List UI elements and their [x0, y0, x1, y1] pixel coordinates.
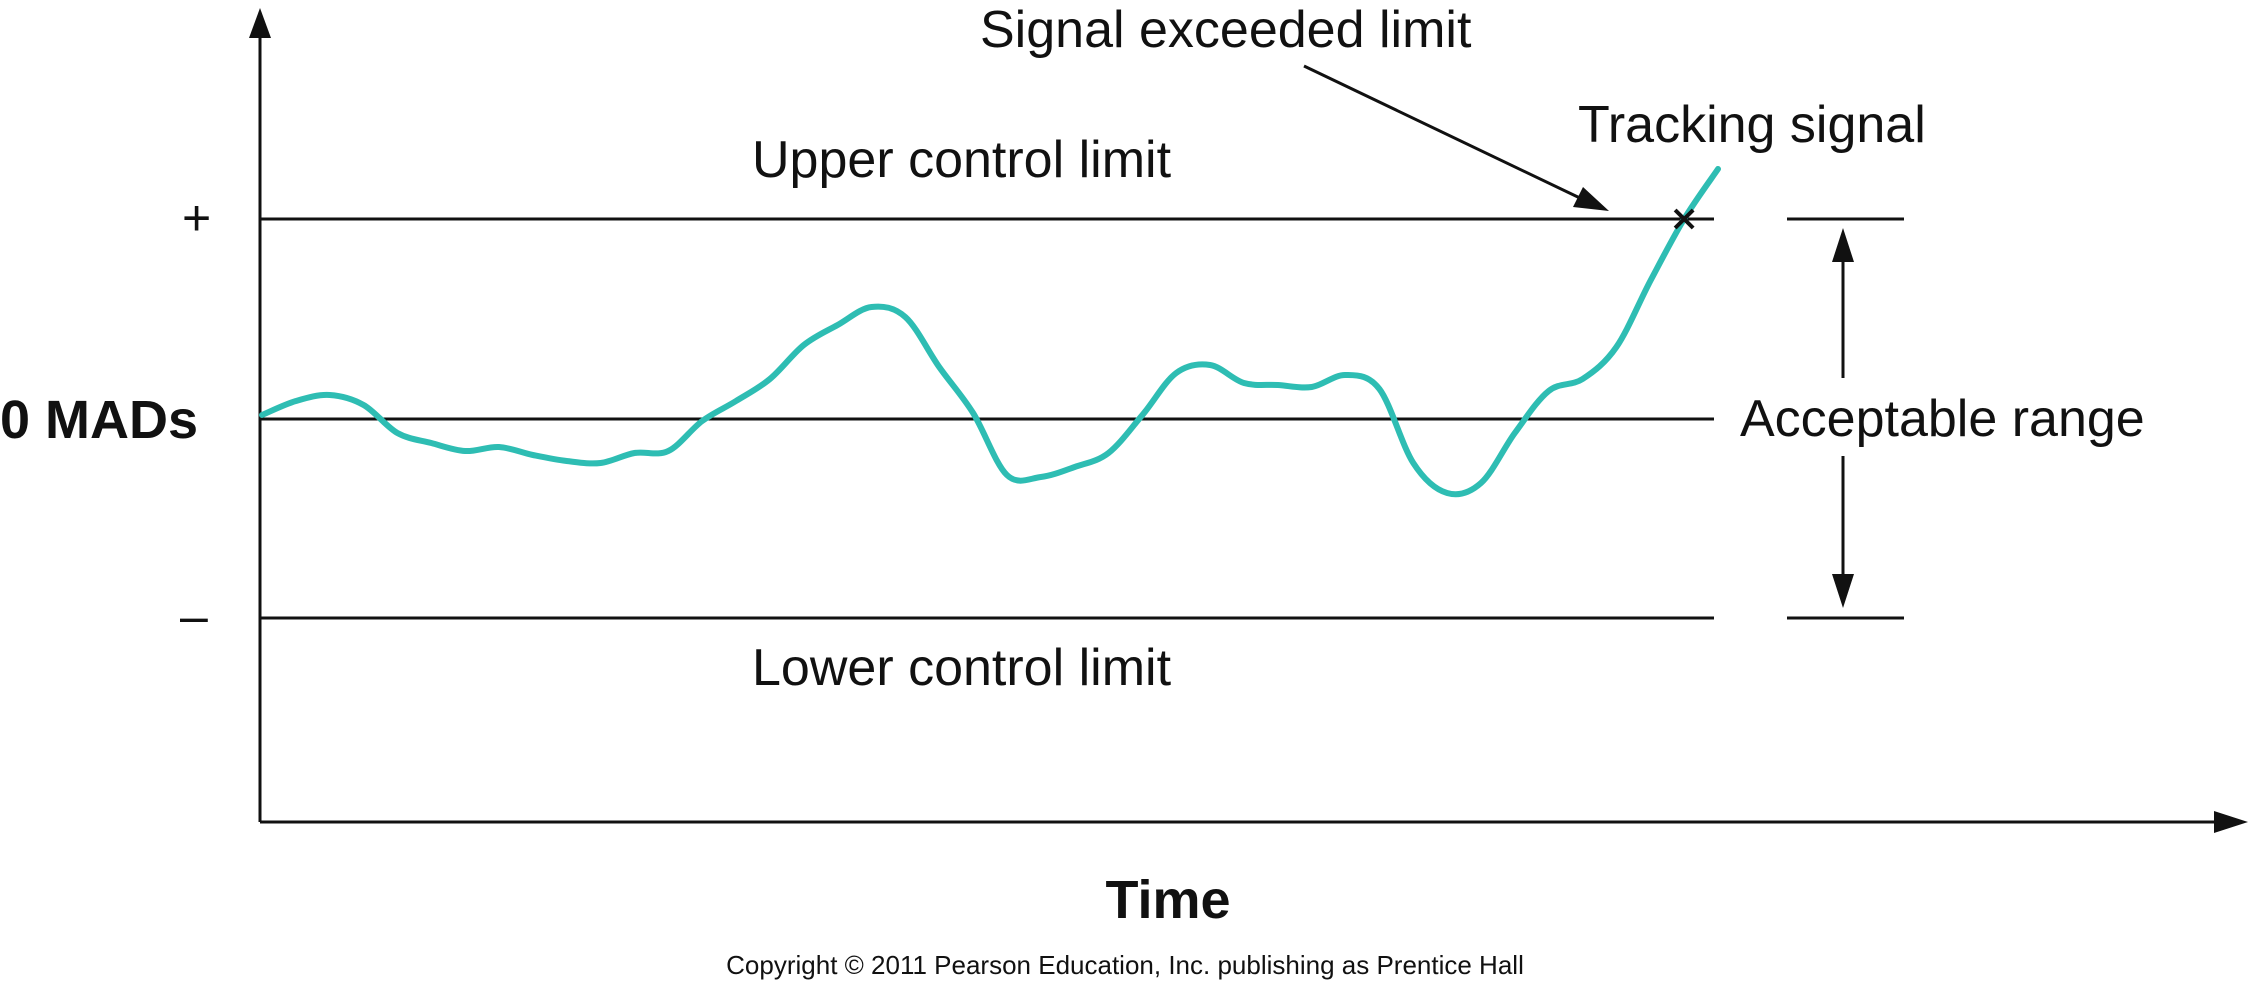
x-axis-label: Time	[1105, 870, 1230, 930]
minus-sign-label: –	[180, 588, 208, 644]
copyright-notice: Copyright © 2011 Pearson Education, Inc.…	[726, 950, 1524, 980]
plus-sign-label: +	[182, 190, 211, 246]
zero-mads-label: 0 MADs	[0, 390, 198, 450]
acceptable-range-label: Acceptable range	[1740, 390, 2145, 448]
y-axis-arrowhead	[249, 8, 271, 38]
tracking-signal-label: Tracking signal	[1578, 96, 1926, 154]
upper-control-limit-label: Upper control limit	[752, 131, 1172, 189]
exceeded-pointer-line	[1303, 64, 1583, 201]
limit-exceeded-marker	[1673, 208, 1695, 230]
x-axis-arrowhead	[2214, 811, 2248, 833]
signal-exceeded-label: Signal exceeded limit	[980, 1, 1472, 59]
lower-control-limit-label: Lower control limit	[752, 639, 1172, 697]
tracking-signal-curve	[259, 166, 1721, 498]
range-arrowhead-bottom	[1832, 574, 1854, 608]
exceeded-pointer-arrowhead	[1573, 187, 1609, 211]
range-arrowhead-top	[1832, 228, 1854, 262]
